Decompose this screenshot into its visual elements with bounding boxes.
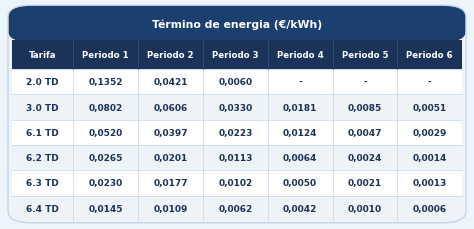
Text: 0,0062: 0,0062 <box>218 204 253 213</box>
Text: 0,0010: 0,0010 <box>348 204 382 213</box>
Text: 0,0021: 0,0021 <box>348 179 382 188</box>
Text: Periodo 4: Periodo 4 <box>277 51 324 60</box>
Bar <box>12 70 462 95</box>
Text: 0,0060: 0,0060 <box>219 78 253 87</box>
Bar <box>12 95 462 120</box>
Text: 0,1352: 0,1352 <box>89 78 123 87</box>
Text: Tarifa: Tarifa <box>29 51 56 60</box>
Text: Periodo 3: Periodo 3 <box>212 51 259 60</box>
Text: 0,0201: 0,0201 <box>154 153 188 163</box>
Text: -: - <box>428 78 432 87</box>
Text: 0,0051: 0,0051 <box>413 103 447 112</box>
Text: Periodo 5: Periodo 5 <box>342 51 388 60</box>
Text: 0,0024: 0,0024 <box>348 153 382 163</box>
Text: 0,0006: 0,0006 <box>413 204 447 213</box>
Text: 0,0520: 0,0520 <box>89 128 123 137</box>
Bar <box>12 120 462 145</box>
Text: 6.1 TD: 6.1 TD <box>26 128 59 137</box>
Bar <box>12 171 462 196</box>
Text: 2.0 TD: 2.0 TD <box>27 78 59 87</box>
Bar <box>12 196 462 221</box>
Text: Periodo 6: Periodo 6 <box>406 51 453 60</box>
Text: -: - <box>363 78 367 87</box>
Text: 0,0013: 0,0013 <box>413 179 447 188</box>
Text: 0,0330: 0,0330 <box>218 103 253 112</box>
Text: 3.0 TD: 3.0 TD <box>27 103 59 112</box>
Text: 0,0181: 0,0181 <box>283 103 318 112</box>
Text: 0,0042: 0,0042 <box>283 204 318 213</box>
Text: 6.4 TD: 6.4 TD <box>26 204 59 213</box>
Text: 0,0802: 0,0802 <box>89 103 123 112</box>
Text: Periodo 1: Periodo 1 <box>82 51 129 60</box>
Text: 0,0177: 0,0177 <box>153 179 188 188</box>
Text: 0,0029: 0,0029 <box>412 128 447 137</box>
Text: 0,0047: 0,0047 <box>348 128 382 137</box>
Text: 0,0223: 0,0223 <box>218 128 253 137</box>
Text: 0,0109: 0,0109 <box>154 204 188 213</box>
Bar <box>12 41 462 70</box>
Text: 6.2 TD: 6.2 TD <box>26 153 59 163</box>
Text: 0,0230: 0,0230 <box>89 179 123 188</box>
Text: 0,0145: 0,0145 <box>89 204 123 213</box>
Text: 0,0064: 0,0064 <box>283 153 318 163</box>
Text: -: - <box>298 78 302 87</box>
Bar <box>12 145 462 171</box>
Text: 0,0113: 0,0113 <box>218 153 253 163</box>
Text: 0,0397: 0,0397 <box>153 128 188 137</box>
Text: 0,0014: 0,0014 <box>412 153 447 163</box>
Text: 0,0124: 0,0124 <box>283 128 318 137</box>
Text: 0,0085: 0,0085 <box>348 103 382 112</box>
Text: 0,0102: 0,0102 <box>218 179 253 188</box>
Text: 6.3 TD: 6.3 TD <box>26 179 59 188</box>
Text: 0,0050: 0,0050 <box>283 179 317 188</box>
Text: 0,0421: 0,0421 <box>153 78 188 87</box>
Text: 0,0606: 0,0606 <box>154 103 188 112</box>
Text: 0,0265: 0,0265 <box>89 153 123 163</box>
Text: Término de energia (€/kWh): Término de energia (€/kWh) <box>152 19 322 30</box>
Text: Periodo 2: Periodo 2 <box>147 51 194 60</box>
FancyBboxPatch shape <box>8 6 466 43</box>
